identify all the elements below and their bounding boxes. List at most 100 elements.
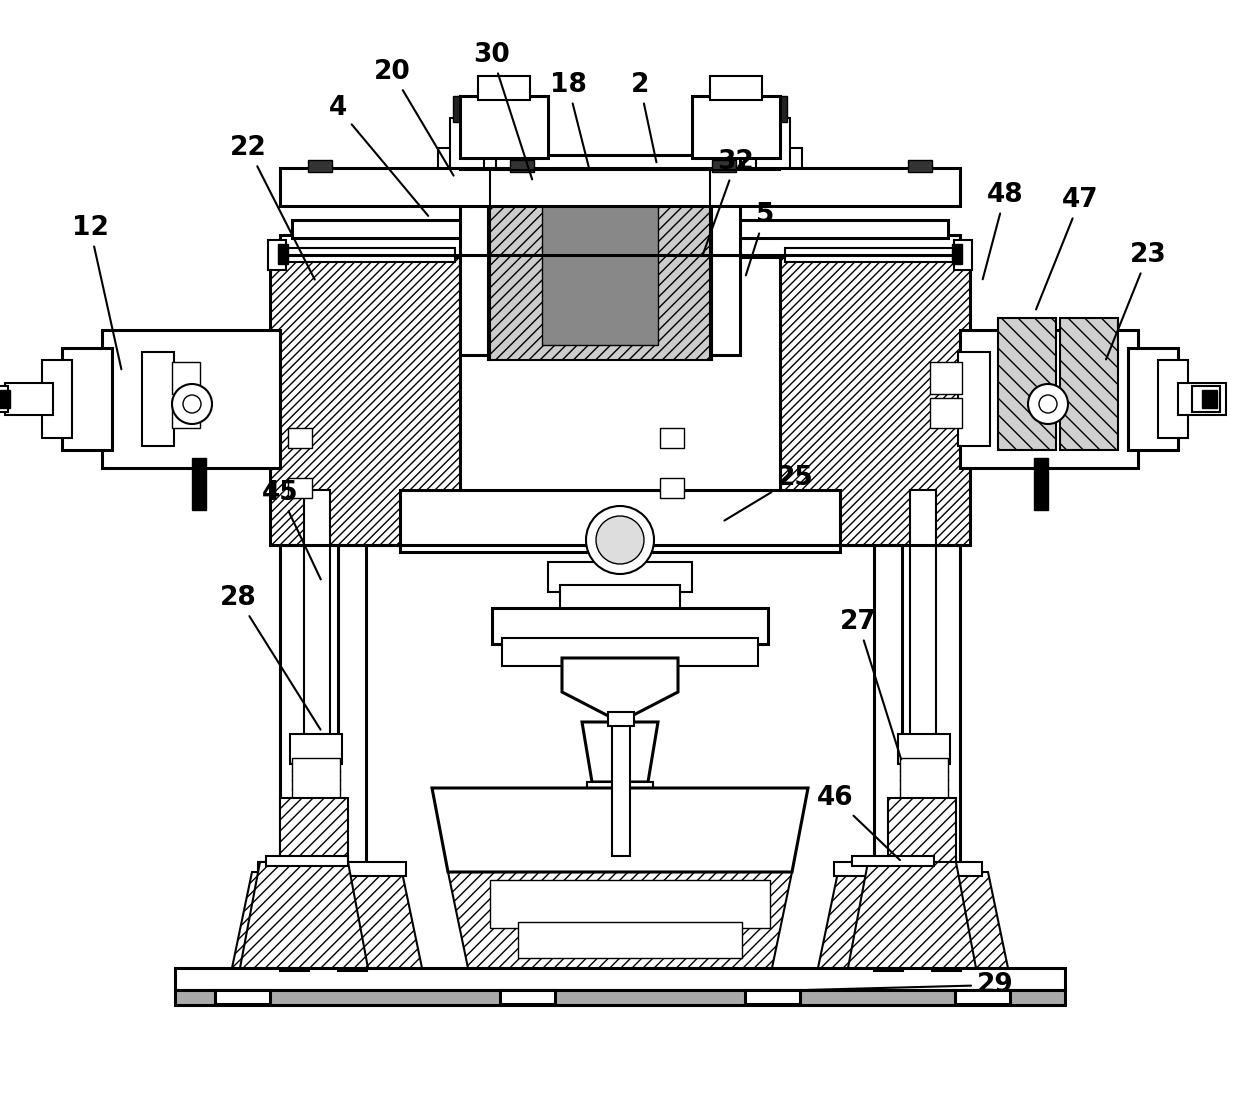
Text: 18: 18 [549,72,589,169]
Bar [785,248,960,262]
Bar [280,235,960,257]
Bar [692,96,780,158]
Bar [339,490,366,970]
Bar [759,96,787,122]
Bar [438,148,496,200]
Bar [0,390,10,408]
Bar [477,76,529,100]
Circle shape [1039,395,1056,413]
Polygon shape [232,872,422,968]
Polygon shape [818,872,1008,968]
Bar [288,478,312,498]
Polygon shape [562,658,678,722]
Bar [712,160,737,172]
Bar [548,562,692,592]
Polygon shape [448,872,792,968]
Bar [613,722,630,856]
Bar [518,922,742,957]
Bar [280,248,455,262]
Text: 2: 2 [631,72,656,163]
Bar [308,160,332,172]
Text: 23: 23 [1106,242,1167,359]
Bar [0,386,7,412]
Bar [954,240,972,270]
Bar [608,712,634,726]
Bar [852,856,934,866]
Polygon shape [582,722,658,782]
Polygon shape [272,262,458,544]
Bar [175,968,1065,990]
Polygon shape [270,255,460,545]
Bar [175,990,1065,1005]
Bar [490,879,770,928]
Bar [1202,390,1216,408]
Text: 46: 46 [817,785,900,860]
Bar [489,170,712,360]
Text: 32: 32 [703,149,754,255]
Text: 27: 27 [839,609,901,760]
Bar [560,585,680,610]
Text: 48: 48 [983,182,1023,279]
Bar [258,862,405,876]
Bar [932,490,960,970]
Bar [291,220,949,238]
Bar [745,990,800,1004]
Bar [930,397,962,428]
Circle shape [596,516,644,564]
Text: 30: 30 [474,42,532,179]
Text: 47: 47 [1037,187,1099,310]
Text: 29: 29 [807,972,1013,998]
Bar [1128,348,1178,450]
Polygon shape [848,862,976,968]
Bar [291,758,340,804]
Bar [5,383,53,415]
Bar [1034,458,1048,509]
Bar [1192,386,1220,412]
Bar [1158,360,1188,438]
Bar [587,782,653,814]
Bar [500,990,556,1004]
Circle shape [184,395,201,413]
Text: 20: 20 [373,59,454,176]
Bar [960,330,1138,468]
Bar [744,148,802,200]
Bar [401,490,839,552]
Bar [900,758,949,804]
Bar [660,478,684,498]
Bar [930,362,962,394]
Bar [1178,383,1226,415]
Bar [460,155,740,355]
Text: 5: 5 [745,202,774,276]
Bar [102,330,280,468]
Bar [172,362,200,394]
Bar [835,862,982,876]
Bar [267,856,348,866]
Circle shape [587,506,653,574]
Bar [888,798,956,866]
Bar [959,352,990,446]
Bar [756,117,790,186]
Bar [910,490,936,758]
Bar [450,117,484,186]
Bar [711,76,763,100]
Bar [542,184,658,345]
Bar [460,96,548,158]
Circle shape [172,384,212,424]
Bar [874,490,901,970]
Text: 22: 22 [229,135,315,280]
Bar [268,240,286,270]
Bar [492,608,768,645]
Bar [143,352,174,446]
Bar [42,360,72,438]
Bar [908,160,932,172]
Circle shape [1028,384,1068,424]
Bar [898,733,950,764]
Bar [660,428,684,448]
Bar [304,490,330,758]
Bar [502,638,758,666]
Bar [172,397,200,428]
Bar [288,428,312,448]
Bar [280,490,308,970]
Bar [192,458,206,509]
Text: 28: 28 [219,585,320,730]
